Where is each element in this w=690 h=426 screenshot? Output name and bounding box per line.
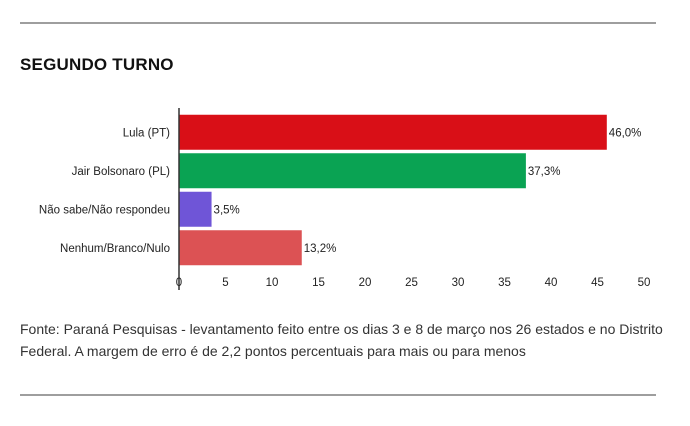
- value-label: 46,0%: [609, 127, 642, 139]
- value-label: 3,5%: [214, 204, 240, 216]
- category-label: Jair Bolsonaro (PL): [72, 166, 171, 178]
- bar: [179, 114, 607, 150]
- x-tick-label: 5: [222, 277, 228, 289]
- x-tick-label: 30: [452, 277, 465, 289]
- chart-title: SEGUNDO TURNO: [20, 55, 174, 74]
- category-label: Não sabe/Não respondeu: [39, 204, 170, 216]
- x-tick-label: 25: [405, 277, 418, 289]
- x-tick-label: 15: [312, 277, 325, 289]
- top-divider: [20, 22, 656, 24]
- bar-chart: Lula (PT) 46,0% Jair Bolsonaro (PL) 37,3% Nã…: [39, 108, 651, 290]
- value-label: 37,3%: [528, 166, 561, 178]
- x-tick-label: 10: [266, 277, 279, 289]
- x-tick-label: 0: [176, 277, 182, 289]
- x-tick-label: 50: [638, 277, 651, 289]
- x-tick-label: 20: [359, 277, 372, 289]
- bottom-divider: [20, 394, 656, 396]
- x-tick-label: 40: [545, 277, 558, 289]
- category-label: Nenhum/Branco/Nulo: [60, 243, 170, 255]
- bar: [179, 230, 302, 266]
- x-tick-label: 45: [591, 277, 604, 289]
- category-label: Lula (PT): [123, 127, 170, 139]
- bar: [179, 153, 526, 189]
- bar: [179, 191, 212, 227]
- source-note: Fonte: Paraná Pesquisas - levantamento f…: [20, 321, 663, 359]
- x-tick-label: 35: [498, 277, 511, 289]
- value-label: 13,2%: [304, 243, 337, 255]
